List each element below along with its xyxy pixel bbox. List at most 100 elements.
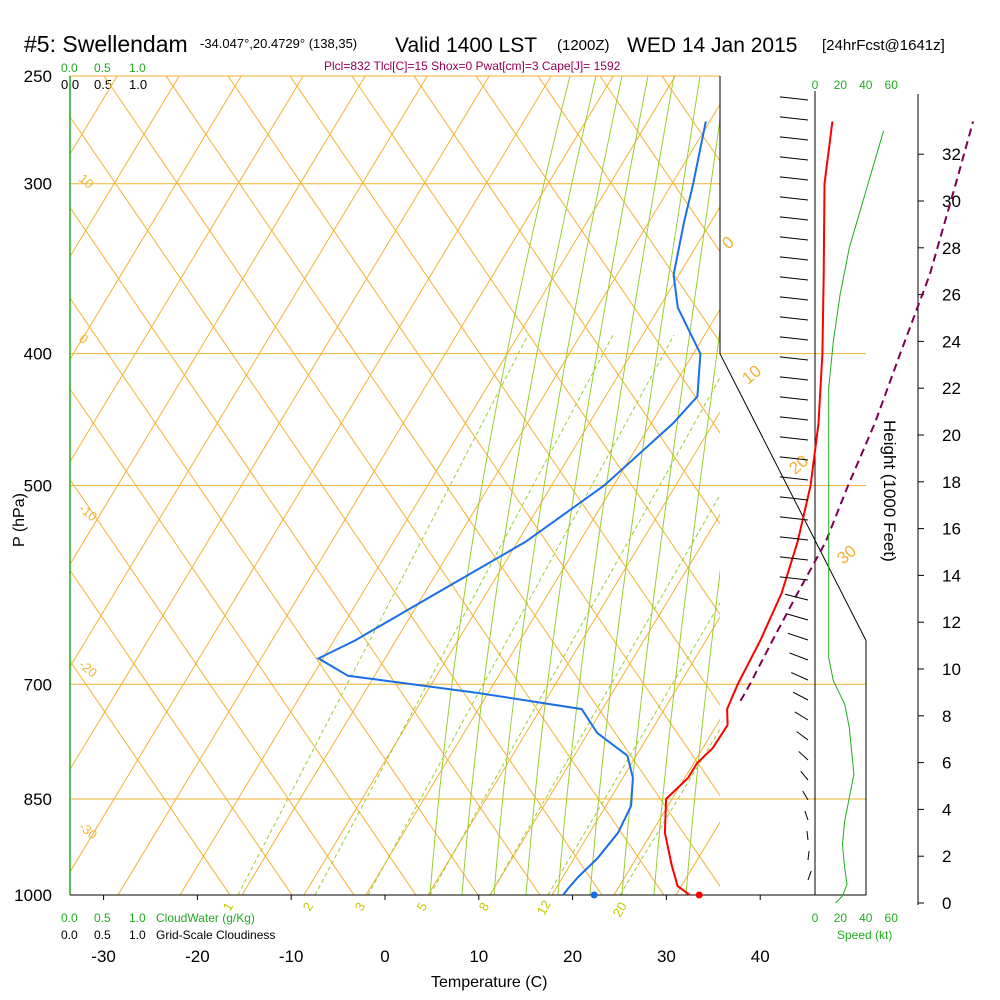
wind-barb xyxy=(779,376,809,381)
moist-adiabat-curve xyxy=(557,76,675,895)
cloud-tick-bottom-black-2: 1.0 xyxy=(129,928,146,942)
cloud-tick-top-black-2: 1.0 xyxy=(129,77,147,92)
cloud-legend-bottom: 0.0 0.5 1.0 CloudWater (g/Kg) 0.0 0.5 1.… xyxy=(61,911,275,942)
moist-adiabat-curve xyxy=(685,568,720,895)
cloud-tick-top-green-1: 0.5 xyxy=(94,61,111,75)
speed-tick-label-top: 40 xyxy=(859,78,873,92)
wind-barb xyxy=(789,652,809,661)
wind-barb xyxy=(779,156,809,161)
x-tick-label: 40 xyxy=(751,947,770,966)
series-layer xyxy=(316,121,975,899)
wind-barb xyxy=(779,576,809,581)
pressure-tick-label: 700 xyxy=(24,675,52,694)
x-axis-label: Temperature (C) xyxy=(431,974,547,991)
dry-adiabat-line xyxy=(551,616,720,895)
wind-barb xyxy=(779,96,809,101)
height-tick-label: 10 xyxy=(942,660,961,679)
wind-barb xyxy=(796,731,809,741)
x-tick-label: 20 xyxy=(563,947,582,966)
wind-barb xyxy=(784,593,809,601)
height-tick-label: 28 xyxy=(942,239,961,258)
dry-adiabat-line xyxy=(427,411,720,895)
height-tick-label: 16 xyxy=(942,520,961,539)
plot-background xyxy=(0,35,1000,895)
wind-barb xyxy=(804,810,809,821)
mixing-ratio-label: 20 xyxy=(610,899,630,919)
cloud-tick-bottom-black-1: 0.5 xyxy=(94,928,111,942)
speed-tick-label-bottom: 60 xyxy=(885,911,899,925)
pressure-tick-label: 250 xyxy=(24,67,52,86)
height-tick-label: 4 xyxy=(942,800,951,819)
wind-barb xyxy=(779,516,809,521)
isotherm-line xyxy=(70,660,231,895)
wind-barb xyxy=(779,116,809,121)
speed-tick-label-top: 20 xyxy=(834,78,848,92)
dry-adiabat-line xyxy=(70,76,552,873)
wind-barb xyxy=(779,136,809,141)
pressure-tick-label: 500 xyxy=(24,477,52,496)
wind-barb xyxy=(794,711,809,721)
chart-header: #5: Swellendam -34.047°,20.4729° (138,35… xyxy=(24,31,945,73)
wind-barb xyxy=(802,790,809,801)
wind-barb xyxy=(800,770,809,781)
wind-barb xyxy=(779,256,809,261)
wind-barb xyxy=(786,613,809,621)
dry-adiabat-line xyxy=(117,76,614,895)
dry-adiabat-line xyxy=(0,35,18,895)
height-tick-label: 32 xyxy=(942,145,961,164)
dry-adiabat-label: 0 xyxy=(718,232,737,253)
isotherm-line xyxy=(972,76,1000,895)
moist-adiabat-curve xyxy=(429,76,571,895)
isotherm-line xyxy=(537,76,720,344)
wind-barb xyxy=(779,416,809,421)
valid-date: WED 14 Jan 2015 xyxy=(627,34,797,57)
moist-adiabat-curve xyxy=(589,76,701,895)
mixing-ratio-label: 5 xyxy=(414,900,431,914)
mixing-ratio-line xyxy=(429,376,720,895)
wind-barb xyxy=(792,691,809,701)
isotherm-label: 10 xyxy=(76,171,97,192)
valid-time: Valid 1400 LST xyxy=(395,34,537,57)
dry-adiabat-line xyxy=(70,76,180,258)
mixing-ratio-line xyxy=(547,602,720,895)
pressure-tick-label: 850 xyxy=(24,790,52,809)
moist-adiabat-curve xyxy=(461,76,597,895)
isotherm-line xyxy=(848,76,1000,895)
isotherm-label: -20 xyxy=(76,657,100,681)
dry-adiabat-line xyxy=(70,76,490,771)
wind-barb xyxy=(779,356,809,361)
wind-barb xyxy=(779,476,809,481)
dry-adiabat-label: 30 xyxy=(833,541,860,568)
pressure-tick-label: 1000 xyxy=(14,886,52,905)
x-tick-label: 10 xyxy=(469,947,488,966)
wind-barb xyxy=(806,830,809,841)
speed-tick-label-bottom: 0 xyxy=(812,911,819,925)
height-tick-label: 2 xyxy=(942,847,951,866)
dry-adiabat-line xyxy=(70,76,242,361)
wind-barb xyxy=(807,850,810,861)
dry-adiabat-line xyxy=(303,206,720,895)
dry-adiabat-line xyxy=(241,103,720,895)
moist-adiabat-curve xyxy=(653,326,720,895)
valid-zulu: (1200Z) xyxy=(557,37,610,54)
wind-barb xyxy=(779,196,809,201)
speed-axis-label: Speed (kt) xyxy=(837,928,892,942)
cloud-tick-top-green-2: 1.0 xyxy=(129,61,146,75)
wind-barb xyxy=(807,870,812,881)
stability-indices: Plcl=832 Tlcl[C]=15 Shox=0 Pwat[cm]=3 Ca… xyxy=(324,59,621,73)
height-tick-label: 30 xyxy=(942,192,961,211)
height-axis-label: Height (1000 Feet) xyxy=(880,420,899,562)
speed-profile-line xyxy=(828,130,885,904)
dewpoint-line xyxy=(316,121,707,896)
dry-adiabat-line xyxy=(0,35,80,895)
frame-outline xyxy=(719,76,867,895)
x-tick-label: -30 xyxy=(91,947,116,966)
speed-tick-label-bottom: 20 xyxy=(834,911,848,925)
wind-barb xyxy=(779,236,809,241)
isotherm-line xyxy=(70,569,293,895)
moist-adiabat-curve xyxy=(493,76,623,895)
isotherm-label: -30 xyxy=(76,819,100,843)
height-tick-label: 24 xyxy=(942,332,961,351)
height-tick-label: 20 xyxy=(942,426,961,445)
